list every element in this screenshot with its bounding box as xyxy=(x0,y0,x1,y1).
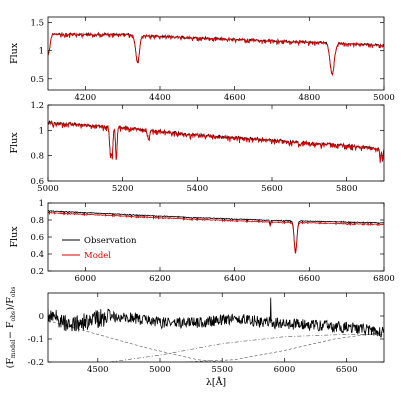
legend-label-observation: Observation xyxy=(84,236,137,246)
y-tick-label: 0.5 xyxy=(30,75,44,85)
y-tick-label: 1.5 xyxy=(30,19,44,29)
spectrum-panel-1: 4200 4400 4600 4800 5000 0.5 1 1.5 Flux xyxy=(9,16,395,103)
x-tick-label: 5600 xyxy=(261,184,283,194)
x-tick-label: 4600 xyxy=(224,93,246,103)
x-tick-label: 6400 xyxy=(224,274,246,284)
x-tick-label: 6800 xyxy=(373,274,395,284)
plot-frame xyxy=(47,202,385,272)
x-tick-label: 5400 xyxy=(187,184,209,194)
plot-frame xyxy=(47,16,385,91)
x-tick-label: 4800 xyxy=(299,93,321,103)
y-tick-label: 0 xyxy=(39,312,44,322)
plot-frame xyxy=(47,104,385,182)
y-tick-label: 1.2 xyxy=(30,101,44,111)
series-model-line xyxy=(48,211,384,254)
x-tick-label: 6000 xyxy=(75,274,97,284)
y-axis-label: Flux xyxy=(9,42,20,64)
x-tick-label: 5500 xyxy=(211,365,233,375)
x-tick-label: 6000 xyxy=(274,365,296,375)
series-observation-line xyxy=(48,210,384,253)
reference-curve xyxy=(48,320,223,362)
series-observation-line xyxy=(48,119,384,162)
series-model-line xyxy=(48,119,384,164)
legend: Observation Model xyxy=(62,236,137,261)
y-axis-label: Flux xyxy=(9,226,20,248)
x-tick-label: 4500 xyxy=(87,365,109,375)
x-tick-label: 6500 xyxy=(336,365,358,375)
reference-curve xyxy=(184,331,384,362)
y-tick-label: 0.8 xyxy=(30,152,44,162)
y-tick-label: -0.2 xyxy=(28,358,44,368)
reference-curve xyxy=(110,334,384,362)
y-axis-label: Flux xyxy=(9,132,20,154)
x-tick-label: 5000 xyxy=(37,184,59,194)
y-axis-label: (Fmodel − Fobs )/Fobs xyxy=(5,287,17,369)
y-tick-label: -0.1 xyxy=(28,335,44,345)
y-tick-label: 0.6 xyxy=(30,233,44,243)
x-tick-label: 5200 xyxy=(112,184,134,194)
spectrum-panel-3: 6000 6200 6400 6600 6800 0.2 0.4 0.6 0.8 1 Flux Obs… xyxy=(9,199,395,284)
x-tick-label: 5000 xyxy=(149,365,171,375)
x-tick-label: 5000 xyxy=(373,93,395,103)
y-tick-label: 0.4 xyxy=(30,250,44,260)
x-tick-label: 6600 xyxy=(299,274,321,284)
x-tick-label: 5800 xyxy=(336,184,358,194)
plot-frame xyxy=(47,292,385,363)
x-axis-label: λ[Å] xyxy=(206,376,226,388)
y-tick-label: 1 xyxy=(39,126,44,136)
spectrum-panel-2: 5000 5200 5400 5600 5800 0.6 0.8 1 1.2 Flux xyxy=(9,101,385,194)
spectrum-panel-4: 4500 5000 5500 6000 6500 -0.2 -0.1 0 (Fmodel − F… xyxy=(5,287,385,388)
y-tick-label: 0.8 xyxy=(30,216,44,226)
y-tick-label: 0.6 xyxy=(30,177,44,187)
legend-label-model: Model xyxy=(84,251,111,261)
x-tick-label: 6200 xyxy=(149,274,171,284)
x-tick-label: 4200 xyxy=(75,93,97,103)
series-model-line xyxy=(48,31,384,77)
residual-line xyxy=(48,297,384,338)
y-tick-label: 1 xyxy=(39,199,44,209)
y-tick-label: 0.2 xyxy=(30,267,44,277)
x-tick-label: 4400 xyxy=(149,93,171,103)
y-tick-label: 1 xyxy=(39,47,44,57)
